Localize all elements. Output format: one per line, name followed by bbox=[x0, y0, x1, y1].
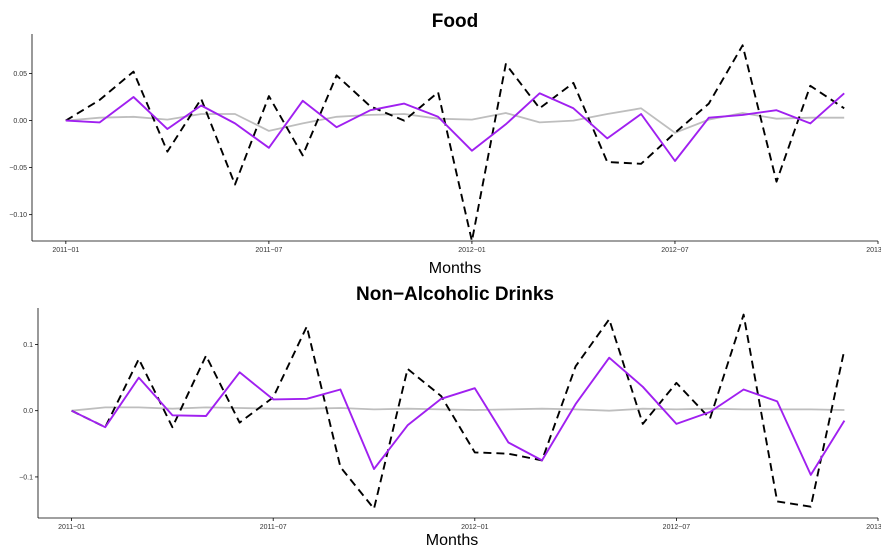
x-tick-label: 2013−0 bbox=[866, 247, 881, 254]
chart-title: Non−Alcoholic Drinks bbox=[356, 284, 554, 305]
x-tick-label: 2012−07 bbox=[663, 524, 691, 531]
x-tick-label: 2012−07 bbox=[661, 247, 689, 254]
non-alcoholic-drinks-panel: Non−Alcoholic Drinks −0.1 0.0 0.1 2011−01 20… bbox=[19, 284, 881, 549]
x-tick-label: 2011−07 bbox=[260, 524, 287, 531]
food-panel: Food −0.10 −0.05 0.00 0.05 2011−01 2011−07 201… bbox=[9, 11, 881, 277]
x-tick-label: 2011−01 bbox=[52, 247, 79, 254]
chart-title: Food bbox=[432, 11, 478, 32]
dashed-series-line bbox=[71, 313, 846, 510]
x-tick-label: 2011−07 bbox=[255, 247, 282, 254]
x-tick-label: 2012−01 bbox=[458, 247, 486, 254]
y-tick-label: 0.00 bbox=[13, 118, 27, 125]
y-tick-label: −0.05 bbox=[9, 165, 27, 172]
y-tick-label: 0.0 bbox=[23, 408, 33, 415]
y-tick-label: −0.1 bbox=[19, 474, 33, 481]
grey-series-line bbox=[71, 406, 845, 412]
x-tick-label: 2011−01 bbox=[58, 524, 85, 531]
purple-series-line bbox=[71, 356, 846, 476]
purple-series-line bbox=[65, 92, 845, 162]
y-tick-label: −0.10 bbox=[9, 212, 27, 219]
x-axis-label: Months bbox=[426, 532, 478, 549]
plot-area: −0.1 0.0 0.1 2011−01 2011−07 2012−01 2012−07 20… bbox=[19, 308, 881, 531]
x-axis-label: Months bbox=[429, 260, 481, 277]
dashed-series-line bbox=[65, 44, 845, 242]
y-tick-label: 0.1 bbox=[23, 342, 33, 349]
y-tick-label: 0.05 bbox=[13, 71, 27, 78]
grey-series-line bbox=[65, 107, 845, 134]
x-tick-label: 2012−01 bbox=[461, 524, 489, 531]
x-tick-label: 2013−0 bbox=[866, 524, 881, 531]
plot-area: −0.10 −0.05 0.00 0.05 2011−01 2011−07 2012−01 2… bbox=[9, 34, 881, 254]
